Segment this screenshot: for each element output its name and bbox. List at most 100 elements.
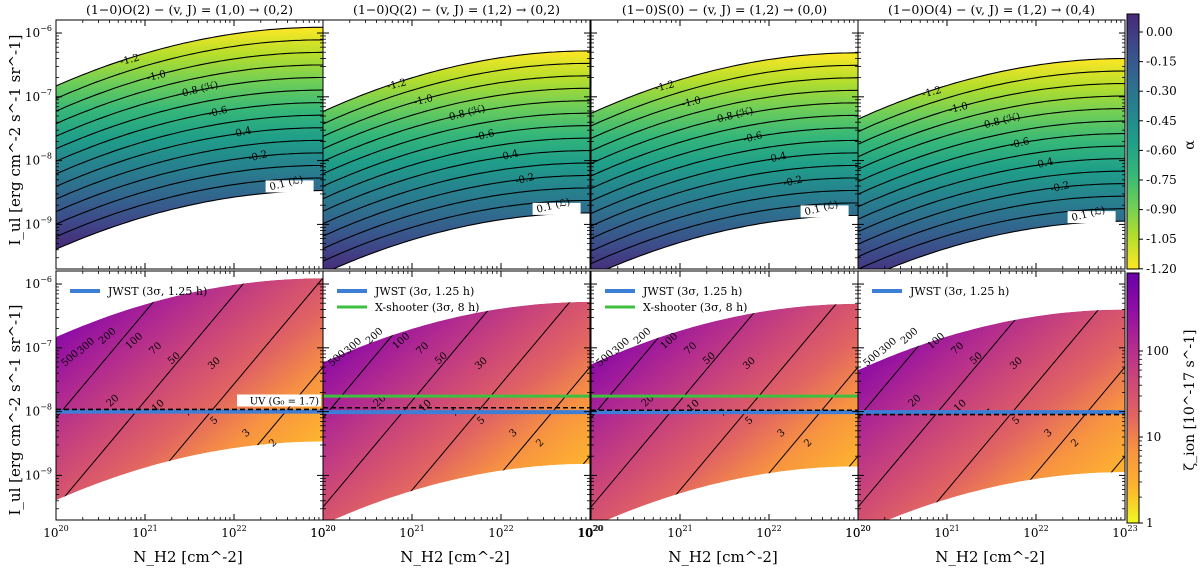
contour-line xyxy=(858,70,1125,133)
contour-line xyxy=(858,183,1125,245)
ticks xyxy=(590,20,859,270)
contour-line xyxy=(56,102,323,162)
plot-area: -1.2-1.0-0.8 (ℋ)-0.6-0.4-0.20.1 (ℒ) xyxy=(323,50,590,269)
legend: JWST (3σ, 1.25 h) xyxy=(872,285,1009,298)
contour-line xyxy=(858,133,1125,195)
plot-area: 50030020010070503020107532 xyxy=(858,271,1125,520)
colorbar-alpha: 0.00 -0.15 -0.30 -0.45 -0.60 -0.75 -0.90 -1.05 -… xyxy=(1126,13,1198,276)
contour-label: -1.0 xyxy=(681,95,702,110)
contour-line xyxy=(591,77,858,139)
colorbar-bar xyxy=(1126,272,1140,524)
contour-line xyxy=(858,83,1125,145)
contour-line xyxy=(56,51,323,112)
color-band xyxy=(323,50,590,269)
contour-label-bg xyxy=(800,205,849,218)
legend-label-jwst: JWST (3σ, 1.25 h) xyxy=(374,285,474,298)
contour-line xyxy=(591,189,858,252)
plot-area: 50030020010070503020107532UV (G₀ = 1.7) xyxy=(56,271,323,520)
contour-line xyxy=(858,95,1125,158)
contour-line xyxy=(56,76,323,137)
contour-label: -0.4 xyxy=(766,150,787,165)
contour-line xyxy=(56,114,323,175)
ticks xyxy=(857,20,1126,270)
y-tick-label: 10−6 xyxy=(25,24,52,40)
contour-line xyxy=(323,137,590,200)
contour-line xyxy=(323,174,590,237)
plot-area: -1.2-1.0-0.8 (ℋ)-0.6-0.4-0.20.1 (ℒ) xyxy=(858,57,1125,269)
colorbar-tick-label: -0.30 xyxy=(1146,84,1177,98)
y-tick-label: 10−7 xyxy=(25,339,52,355)
contour-label: -1.2 xyxy=(386,77,407,92)
colorbar-zeta: 100 10 1 ζ_ion [10^-17 s^-1] xyxy=(1126,272,1198,530)
ticks xyxy=(857,271,1126,521)
contour-line xyxy=(323,125,590,187)
contour-line xyxy=(323,162,590,225)
contour-line xyxy=(323,100,590,162)
x-axis-label-2: N_H2 [cm^-2] xyxy=(400,548,510,566)
contour-label: -1.0 xyxy=(948,101,969,116)
panel-frame xyxy=(322,19,591,270)
legend-label-xshooter: X-shooter (3σ, 8 h) xyxy=(375,301,479,314)
x-axis-label-1: N_H2 [cm^-2] xyxy=(133,548,243,566)
plot-area: -1.2-1.0-0.8 (ℋ)-0.6-0.4-0.20.1 (ℒ) xyxy=(56,26,323,250)
contour-line xyxy=(56,177,323,238)
colorbar-tick-label: -0.15 xyxy=(1146,55,1177,69)
y-tick-label: 10−8 xyxy=(25,403,52,419)
contour-line xyxy=(323,62,590,125)
contour-line xyxy=(56,39,323,100)
contour-label: -1.0 xyxy=(413,93,434,108)
contour-line xyxy=(323,199,590,262)
legend-label-jwst: JWST (3σ, 1.25 h) xyxy=(107,285,207,298)
colorbar-bar xyxy=(1126,13,1140,270)
contour-line xyxy=(323,187,590,250)
ticks xyxy=(322,20,591,270)
panel-grid: -1.2-1.0-0.8 (ℋ)-0.6-0.4-0.20.1 (ℒ)10−61… xyxy=(25,2,1138,540)
contour-line xyxy=(591,102,858,165)
contour-label: -0.2 xyxy=(1049,180,1070,195)
contour-label-bg xyxy=(532,202,581,215)
y-axis-label-top: I_ul [erg cm^-2 s^-1 sr^-1] xyxy=(6,34,24,245)
mask-below xyxy=(56,441,323,520)
panel-title: (1−0)O(2) − (v, J) = (1,0) → (0,2) xyxy=(86,2,293,17)
contour-label: -0.4 xyxy=(1033,156,1054,171)
y-axis-label-bottom: I_ul [erg cm^-2 s^-1 sr^-1] xyxy=(6,304,24,515)
contour-line xyxy=(591,89,858,152)
x-tick-label: 1023 xyxy=(1112,524,1137,540)
mask-below xyxy=(591,466,858,520)
mask-above xyxy=(56,271,323,337)
x-axis-label-3: N_H2 [cm^-2] xyxy=(668,548,778,566)
contour-line xyxy=(858,120,1125,183)
contour-line xyxy=(591,177,858,240)
contour-line xyxy=(858,145,1125,208)
contour-label: -0.2 xyxy=(247,149,268,164)
contour-line xyxy=(323,50,590,113)
contour-line xyxy=(56,139,323,200)
y-tick-label: 10−9 xyxy=(25,215,52,231)
contour-line xyxy=(858,170,1125,233)
y-tick-label: 10−6 xyxy=(25,275,52,291)
contour-label: -1.2 xyxy=(119,53,140,68)
colorbar-tick-label: 100 xyxy=(1146,344,1169,358)
panel-zeta-4: 50030020010070503020107532JWST (3σ, 1.25… xyxy=(845,270,1138,540)
y-tick-label: 10−8 xyxy=(25,152,52,168)
contour-line xyxy=(591,127,858,190)
colorbar-title: α xyxy=(1182,140,1198,150)
panel-frame xyxy=(857,19,1126,270)
y-tick-label: 10−7 xyxy=(25,88,52,104)
colorbar-tick-label: -0.60 xyxy=(1146,143,1177,157)
legend-label-xshooter: X-shooter (3σ, 8 h) xyxy=(643,301,747,314)
plot-area: 50030020010070503020107532 xyxy=(591,271,858,520)
mask-above xyxy=(323,271,590,363)
y-tick-label: 10−9 xyxy=(25,466,52,482)
contour-label-bg xyxy=(1067,211,1116,224)
contour-line xyxy=(323,112,590,175)
color-band xyxy=(591,52,858,269)
ticks xyxy=(322,271,591,521)
contour-line xyxy=(56,26,323,87)
panel-frame xyxy=(857,270,1126,521)
mask-below xyxy=(858,472,1125,520)
contour-line xyxy=(56,64,323,125)
x-tick-label: 1020 xyxy=(310,524,335,540)
contour-line xyxy=(591,139,858,202)
